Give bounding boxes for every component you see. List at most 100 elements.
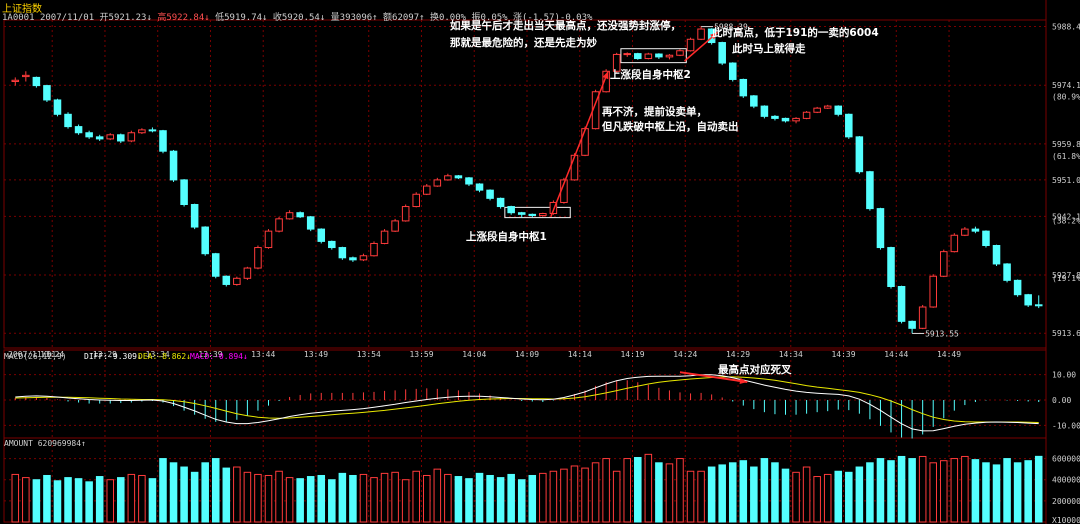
panel-frame (3, 349, 1047, 439)
amount-bar (539, 472, 547, 523)
time-axis-label: 13:49 (304, 350, 328, 359)
amount-bar (855, 466, 864, 523)
amount-bar (412, 470, 420, 523)
candle-body (11, 79, 20, 82)
candle-body (201, 226, 209, 255)
amount-bar (254, 473, 262, 523)
amount-bar (275, 470, 283, 523)
amount-bar (201, 462, 209, 523)
amount-bar (222, 467, 231, 523)
death-cross-arrow-shaft (679, 371, 748, 383)
candle-body (866, 171, 874, 210)
time-axis-label: 14:39 (831, 350, 855, 359)
amount-bar (834, 470, 843, 523)
candle-body (306, 216, 315, 230)
candle-body (876, 208, 885, 249)
amount-bar (939, 460, 948, 523)
candle-body (760, 105, 769, 117)
amount-bar (897, 455, 906, 523)
candle-body (254, 247, 262, 269)
candle-body (1024, 294, 1032, 306)
candle-body (190, 204, 199, 228)
amount-bar (1024, 460, 1032, 523)
candle-body (961, 228, 969, 236)
macd-dea-label: DEA:-8.862↓ (138, 352, 191, 361)
amount-bar (760, 458, 769, 523)
candle-body (517, 212, 526, 215)
candle-body (581, 128, 589, 156)
annotation-top-right-1: 此时高点，低于191的一卖的6004 (712, 26, 879, 39)
amount-bar (686, 470, 695, 523)
amount-bar (517, 479, 526, 523)
amount-bar (243, 471, 252, 523)
amount-bar (602, 458, 610, 523)
amount-bar (433, 468, 442, 523)
candle-body (855, 136, 864, 173)
time-axis-label: 14:29 (726, 350, 750, 359)
amount-bar (496, 477, 505, 523)
amount-bar (317, 474, 326, 523)
amount-bar (380, 472, 389, 523)
candle-body (602, 70, 610, 93)
pivot-zone-box (620, 48, 687, 64)
candle-body (929, 275, 937, 308)
amount-bar (328, 479, 336, 523)
candle-body (634, 53, 642, 60)
candle-body (802, 111, 811, 119)
candle-body (655, 53, 663, 58)
amount-bar (876, 458, 885, 523)
candle-body (1013, 279, 1022, 296)
pivot-zone-1-label: 上涨段自身中枢1 (466, 230, 547, 243)
time-axis-label: 2007/11/01 (8, 350, 56, 359)
amount-bar (507, 473, 515, 523)
candle-body (233, 277, 241, 285)
candle-body (728, 62, 737, 80)
time-axis-label: 14:49 (937, 350, 961, 359)
time-axis-label: 13:44 (251, 350, 275, 359)
trend-arrow-1-shaft (550, 70, 609, 218)
amount-bar (549, 470, 558, 523)
amount-bar (285, 477, 294, 523)
trend-arrow-1-head (602, 71, 609, 80)
amount-bar (148, 478, 157, 523)
candle-body (845, 113, 853, 138)
quote-line: 1A0001 2007/11/01 开5921.23↓ 高5922.84↓ 低5… (2, 10, 592, 23)
candle-body (317, 228, 326, 242)
amount-label: AMOUNT 620969984↑ (4, 439, 86, 448)
amount-bar (264, 474, 273, 523)
amount-bar (338, 472, 347, 523)
amount-bar (370, 477, 378, 523)
amount-bar (866, 462, 874, 523)
candle-body (686, 38, 695, 52)
amount-bar (665, 463, 674, 523)
amount-bar (982, 462, 990, 523)
amount-bar (1013, 462, 1022, 523)
quote-open: 开5921.23↓ (99, 13, 152, 23)
price-tick-label: 5974.1 (1052, 81, 1080, 90)
amount-bar (349, 474, 357, 523)
candle-body (180, 179, 188, 205)
candle-body (549, 201, 558, 215)
candle-body (222, 275, 231, 285)
amount-bar (74, 478, 83, 523)
amount-bar (444, 473, 452, 523)
candle-body (971, 228, 980, 232)
candle-body (349, 257, 357, 261)
candle-body (528, 213, 537, 217)
amount-bar (750, 466, 758, 523)
macd-dea-line (15, 376, 1039, 423)
time-axis-label: 13:59 (409, 350, 433, 359)
amount-bar (728, 462, 737, 523)
amount-bar (85, 481, 93, 523)
amount-bar (887, 460, 895, 523)
amount-bar (676, 458, 684, 523)
index-title: 上证指数 (2, 4, 42, 15)
candle-body (465, 177, 473, 185)
amount-bar (950, 458, 959, 523)
pivot-zone-box (504, 206, 571, 219)
quote-volume: 量393096↑ (330, 13, 378, 23)
amount-bar (211, 458, 220, 523)
candle-body (296, 212, 304, 218)
amount-bar (32, 479, 41, 523)
amount-bar (64, 477, 72, 523)
